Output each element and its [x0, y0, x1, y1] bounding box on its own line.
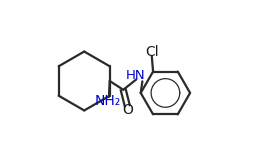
Text: NH₂: NH₂	[95, 94, 121, 108]
Text: HN: HN	[126, 69, 145, 82]
Text: Cl: Cl	[145, 45, 159, 59]
Text: O: O	[123, 103, 133, 117]
